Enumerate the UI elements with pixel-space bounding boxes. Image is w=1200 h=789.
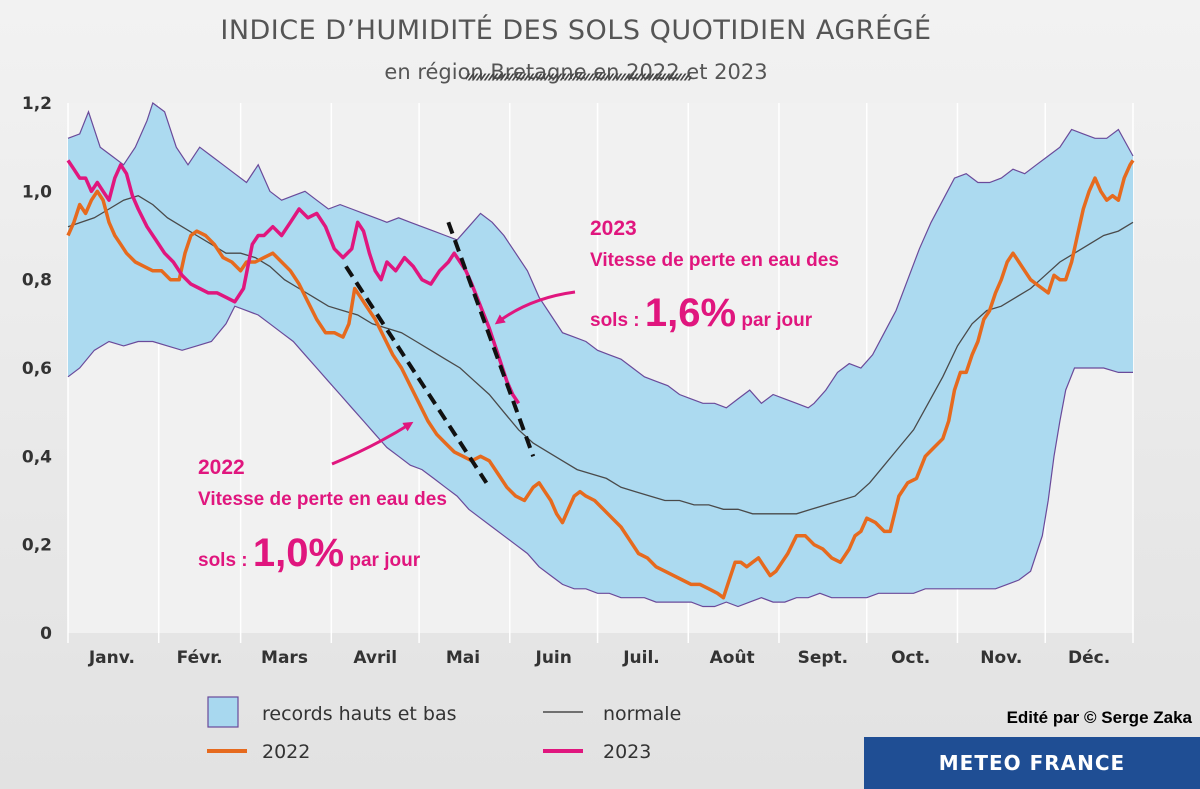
trend-line-2023 [446, 221, 536, 458]
annotation-2023-value: 1,6% [645, 291, 736, 335]
legend-label-2023: 2023 [603, 741, 651, 763]
legend-label-2022: 2022 [262, 741, 310, 763]
x-tick-label: Juil. [622, 648, 660, 668]
series-line-2022 [66, 159, 1135, 600]
y-tick-label: 1,0 [22, 182, 52, 202]
annotation-2023-suffix: par jour [736, 310, 813, 331]
x-axis-month-labels: Janv. Févr. Mars Avril Mai Juin Juil. Août Sept.… [88, 648, 1110, 668]
record-band-area [68, 103, 1133, 607]
record-low-line [67, 305, 1133, 608]
x-tick-label: Avril [353, 648, 397, 668]
annotation-2023-rate: sols : 1,6% par jour [590, 291, 813, 335]
x-tick-label: Janv. [88, 648, 135, 668]
legend-label-normal: normale [603, 703, 681, 725]
y-tick-label: 0,6 [22, 359, 52, 379]
x-tick-label: Août [710, 648, 755, 668]
brand-logo-text: METEO FRANCE [939, 751, 1125, 775]
x-tick-label: Déc. [1068, 648, 1110, 668]
annotation-2022-prefix: sols : [198, 550, 253, 571]
y-axis-ticks: 0 0,2 0,4 0,6 0,8 1,0 1,2 [22, 94, 52, 644]
series-line-2023 [66, 159, 521, 405]
chart-title: INDICE D’HUMIDITÉ DES SOLS QUOTIDIEN AGR… [220, 14, 931, 46]
credit-text: Edité par © Serge Zaka [1007, 708, 1193, 727]
x-tick-label: Juin [535, 648, 572, 668]
x-tick-label: Nov. [980, 648, 1022, 668]
series-line-normale [67, 194, 1134, 515]
x-tick-label: Mai [446, 648, 480, 668]
annotation-2022-year: 2022 [198, 456, 245, 479]
hatch-mark [465, 73, 692, 81]
annotation-2022-line1: Vitesse de perte en eau des [198, 489, 447, 510]
annotation-2023-prefix: sols : [590, 310, 645, 331]
y-tick-label: 1,2 [22, 94, 52, 114]
annotation-2023-arrow [494, 290, 576, 325]
annotation-2022: 2022 Vitesse de perte en eau des sols : … [198, 421, 447, 575]
x-tick-label: Févr. [177, 648, 223, 668]
annotation-2022-rate: sols : 1,0% par jour [198, 531, 421, 575]
y-tick-label: 0 [40, 624, 52, 644]
x-tick-label: Oct. [891, 648, 930, 668]
annotation-2022-arrow [331, 421, 414, 466]
y-tick-label: 0,4 [22, 447, 52, 467]
x-tick-label: Mars [261, 648, 308, 668]
annotation-2023-line1: Vitesse de perte en eau des [590, 250, 839, 271]
trend-line-2022 [344, 265, 489, 484]
y-tick-label: 0,2 [22, 536, 52, 556]
legend: records hauts et bas normale 2022 2023 [207, 696, 681, 763]
annotation-2022-value: 1,0% [253, 531, 344, 575]
legend-label-band: records hauts et bas [262, 703, 457, 725]
y-tick-label: 0,8 [22, 271, 52, 291]
annotation-2022-suffix: par jour [344, 550, 421, 571]
record-high-line [67, 102, 1134, 409]
annotation-2023-year: 2023 [590, 217, 637, 240]
annotation-2023: 2023 Vitesse de perte en eau des sols : … [494, 217, 839, 335]
x-tick-label: Sept. [798, 648, 849, 668]
legend-swatch-band [207, 696, 239, 728]
brand-banner [864, 737, 1200, 789]
